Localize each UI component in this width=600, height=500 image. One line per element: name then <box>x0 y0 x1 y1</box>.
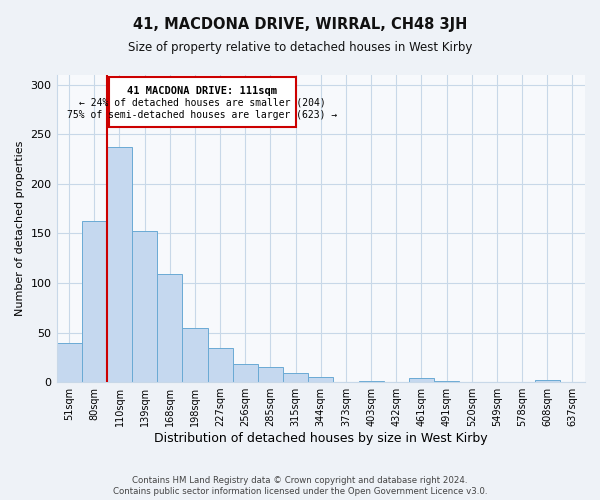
X-axis label: Distribution of detached houses by size in West Kirby: Distribution of detached houses by size … <box>154 432 488 445</box>
Text: Contains public sector information licensed under the Open Government Licence v3: Contains public sector information licen… <box>113 488 487 496</box>
Bar <box>56 344 82 382</box>
Bar <box>359 381 383 382</box>
Bar <box>434 381 459 382</box>
Text: Size of property relative to detached houses in West Kirby: Size of property relative to detached ho… <box>128 41 472 54</box>
Text: 75% of semi-detached houses are larger (623) →: 75% of semi-detached houses are larger (… <box>67 110 337 120</box>
FancyBboxPatch shape <box>109 77 296 126</box>
Bar <box>107 148 132 382</box>
Bar <box>182 328 208 382</box>
Text: ← 24% of detached houses are smaller (204): ← 24% of detached houses are smaller (20… <box>79 98 326 108</box>
Bar <box>535 380 560 382</box>
Bar <box>409 378 434 382</box>
Y-axis label: Number of detached properties: Number of detached properties <box>15 141 25 316</box>
Bar <box>258 367 283 382</box>
Bar <box>283 373 308 382</box>
Bar <box>82 220 107 382</box>
Bar <box>132 230 157 382</box>
Bar <box>157 274 182 382</box>
Bar <box>233 364 258 382</box>
Bar <box>308 377 334 382</box>
Text: 41, MACDONA DRIVE, WIRRAL, CH48 3JH: 41, MACDONA DRIVE, WIRRAL, CH48 3JH <box>133 18 467 32</box>
Bar <box>208 348 233 382</box>
Text: Contains HM Land Registry data © Crown copyright and database right 2024.: Contains HM Land Registry data © Crown c… <box>132 476 468 485</box>
Text: 41 MACDONA DRIVE: 111sqm: 41 MACDONA DRIVE: 111sqm <box>127 86 277 96</box>
